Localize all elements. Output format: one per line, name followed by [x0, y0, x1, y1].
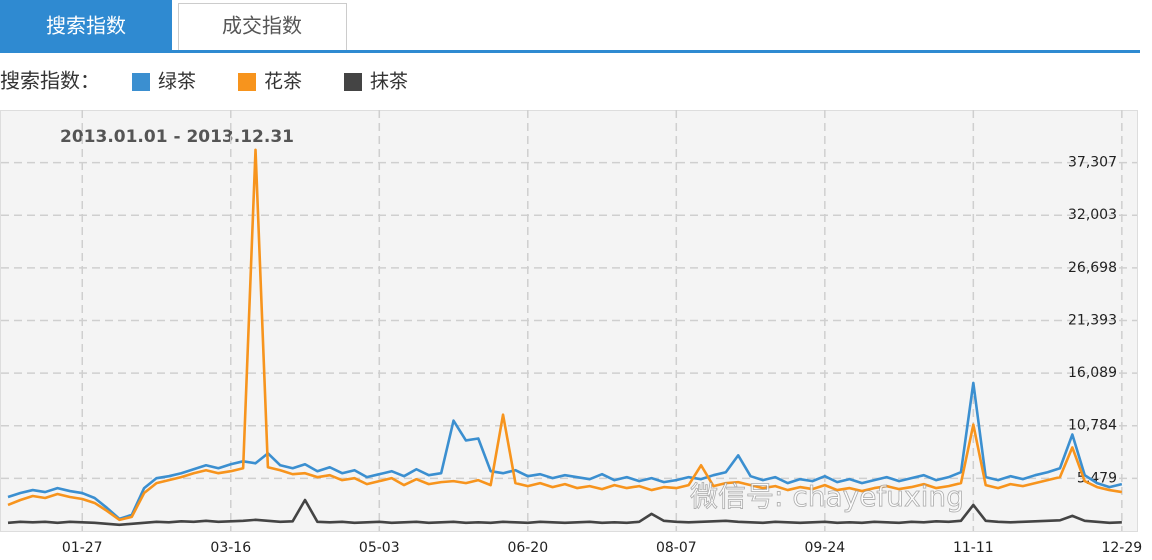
tab-underline — [0, 50, 1140, 53]
x-tick-label: 08-07 — [656, 540, 697, 556]
y-tick-label: 16,089 — [1068, 365, 1117, 381]
legend-swatch — [132, 73, 150, 91]
x-tick-label: 11-11 — [953, 540, 994, 556]
x-tick-label: 03-16 — [210, 540, 251, 556]
legend-label: 花茶 — [264, 71, 302, 93]
tab-label[interactable]: 搜索指数 — [46, 14, 126, 38]
x-tick-label: 01-27 — [62, 540, 103, 556]
x-tick-label: 05-03 — [359, 540, 400, 556]
chart-subtitle: 2013.01.01 - 2013.12.31 — [60, 127, 294, 147]
legend-swatch — [238, 73, 256, 91]
watermark: 微信号: chayefuxing — [690, 480, 964, 513]
legend-label: 抹茶 — [370, 71, 408, 93]
line-series — [7, 381, 1123, 521]
line-series — [7, 498, 1122, 527]
tab[interactable] — [178, 3, 347, 52]
tab-label[interactable]: 成交指数 — [222, 14, 302, 38]
x-tick-label: 06-20 — [507, 540, 548, 556]
y-tick-label: 10,784 — [1068, 418, 1117, 434]
y-tick-label: 26,698 — [1068, 260, 1117, 276]
x-tick-label: 12-29 — [1101, 540, 1142, 556]
y-tick-label: 21,393 — [1068, 313, 1117, 329]
legend-title: 搜索指数： — [0, 69, 100, 93]
tab-active[interactable] — [0, 0, 172, 52]
y-tick-label: 32,003 — [1068, 207, 1117, 223]
y-tick-label: 37,307 — [1068, 155, 1117, 171]
line-series — [7, 148, 1123, 522]
x-tick-label: 09-24 — [804, 540, 845, 556]
legend-label: 绿茶 — [158, 71, 196, 93]
legend-swatch — [344, 73, 362, 91]
